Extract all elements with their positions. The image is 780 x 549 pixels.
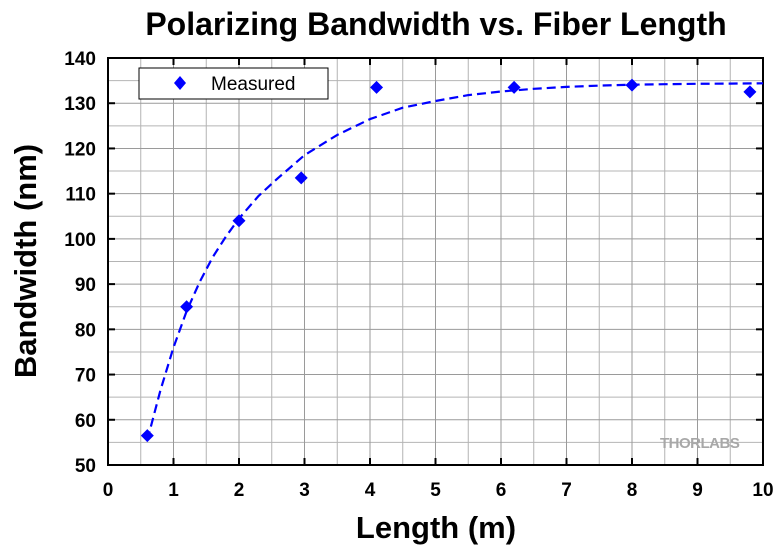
data-point-measured — [140, 429, 154, 443]
data-point-measured — [625, 78, 639, 92]
legend: Measured — [138, 67, 329, 100]
y-tick-label: 120 — [64, 139, 96, 160]
data-point-measured — [370, 80, 384, 94]
chart-title: Polarizing Bandwidth vs. Fiber Length — [145, 6, 726, 42]
legend-label-measured: Measured — [211, 74, 296, 95]
points-layer — [140, 78, 757, 443]
x-tick-label: 10 — [752, 480, 773, 501]
y-tick-label: 110 — [65, 185, 96, 206]
y-tick-label: 60 — [75, 411, 96, 432]
y-tick-label: 130 — [64, 94, 96, 115]
y-tick-label: 50 — [75, 456, 96, 477]
y-tick-label: 80 — [75, 320, 96, 341]
data-point-measured — [743, 85, 757, 99]
x-tick-label: 2 — [234, 480, 245, 501]
x-tick-label: 0 — [103, 480, 114, 501]
x-tick-label: 5 — [430, 480, 441, 501]
legend-box — [138, 67, 329, 100]
logo-text: THORLABS — [660, 435, 740, 452]
x-tick-label: 1 — [168, 480, 179, 501]
x-tick-label: 6 — [496, 480, 507, 501]
data-point-measured — [294, 171, 308, 185]
data-point-measured — [232, 214, 246, 228]
data-point-measured — [180, 300, 194, 314]
x-tick-label: 3 — [299, 480, 310, 501]
y-axis-label: Bandwidth (nm) — [8, 144, 43, 378]
x-tick-label: 7 — [561, 480, 572, 501]
y-tick-label: 70 — [75, 366, 96, 387]
legend-marker-diamond — [174, 76, 186, 90]
data-point-measured — [507, 80, 521, 94]
x-axis-label: Length (m) — [356, 510, 516, 545]
x-tick-label: 4 — [365, 480, 376, 501]
y-tick-label: 90 — [75, 275, 96, 296]
axis-ticks: 0 1 2 3 4 5 6 7 8 9 10 50 60 70 80 90 100 110 120 130 140 — [64, 49, 773, 501]
x-tick-label: 8 — [627, 480, 638, 501]
x-tick-label: 9 — [692, 480, 703, 501]
y-tick-label: 100 — [64, 230, 96, 251]
y-tick-label: 140 — [64, 49, 96, 70]
grid — [107, 57, 764, 466]
thorlabs-logo: THORLABS — [660, 435, 740, 452]
